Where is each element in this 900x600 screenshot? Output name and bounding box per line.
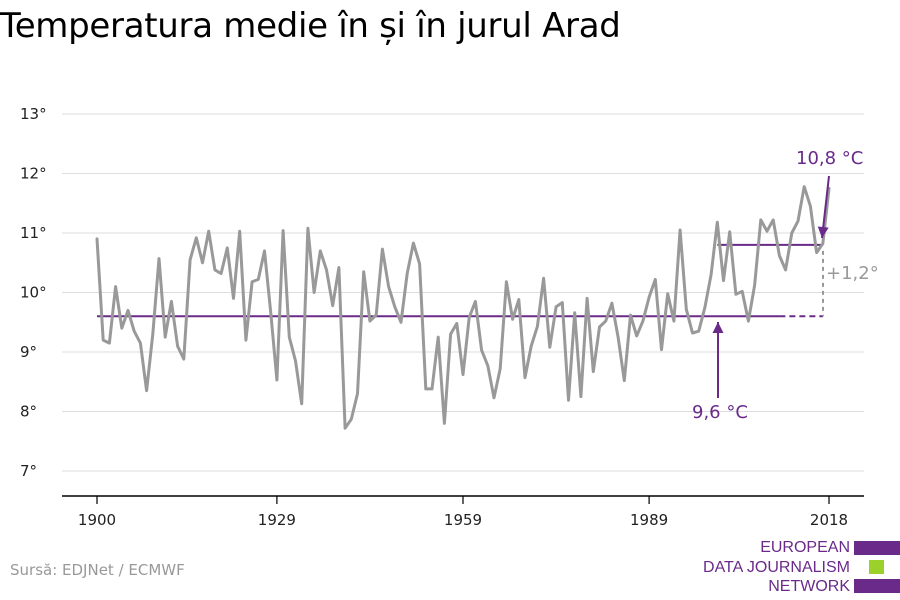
y-tick-label: 11° [20, 224, 47, 242]
x-tick-label: 1959 [444, 511, 482, 529]
x-tick-label: 2018 [810, 511, 848, 529]
y-tick-label: 9° [20, 343, 37, 361]
logo-bar-1 [854, 541, 900, 555]
arrow-recent-head [817, 226, 829, 238]
edjnet-logo: EUROPEAN DATA JOURNALISM NETWORK [690, 538, 900, 600]
logo-bar-2 [869, 560, 884, 574]
y-tick-label: 8° [20, 403, 37, 421]
annotation-recent-value: 10,8 °C [796, 148, 863, 169]
series-group [95, 185, 831, 430]
x-tick-label: 1929 [258, 511, 296, 529]
logo-line-1: EUROPEAN [760, 539, 850, 556]
grid-lines [62, 113, 864, 472]
chart-title: Temperatura medie în și în jurul Arad [0, 6, 621, 46]
annotation-baseline-value: 9,6 °C [692, 402, 748, 423]
source-credit: Sursă: EDJNet / ECMWF [10, 561, 185, 579]
logo-line-3: NETWORK [768, 578, 850, 595]
y-tick-label: 10° [20, 284, 47, 302]
x-axis: 1900 1929 1959 1989 2018 [62, 495, 864, 529]
y-tick-label: 13° [20, 105, 47, 123]
logo-bar-3 [854, 579, 900, 593]
annotation-difference: +1,2° [826, 263, 879, 284]
annotations: 9,6 °C 10,8 °C +1,2° [692, 148, 879, 423]
y-tick-label: 7° [20, 462, 37, 480]
arrow-baseline-head [712, 322, 724, 333]
logo-line-2: DATA JOURNALISM [703, 559, 850, 576]
y-tick-label: 12° [20, 165, 47, 183]
temperature-series-line [95, 185, 831, 430]
x-tick-label: 1989 [630, 511, 668, 529]
y-tick-labels: 7° 8° 9° 10° 11° 12° 13° [20, 105, 47, 480]
x-tick-label: 1900 [78, 511, 116, 529]
